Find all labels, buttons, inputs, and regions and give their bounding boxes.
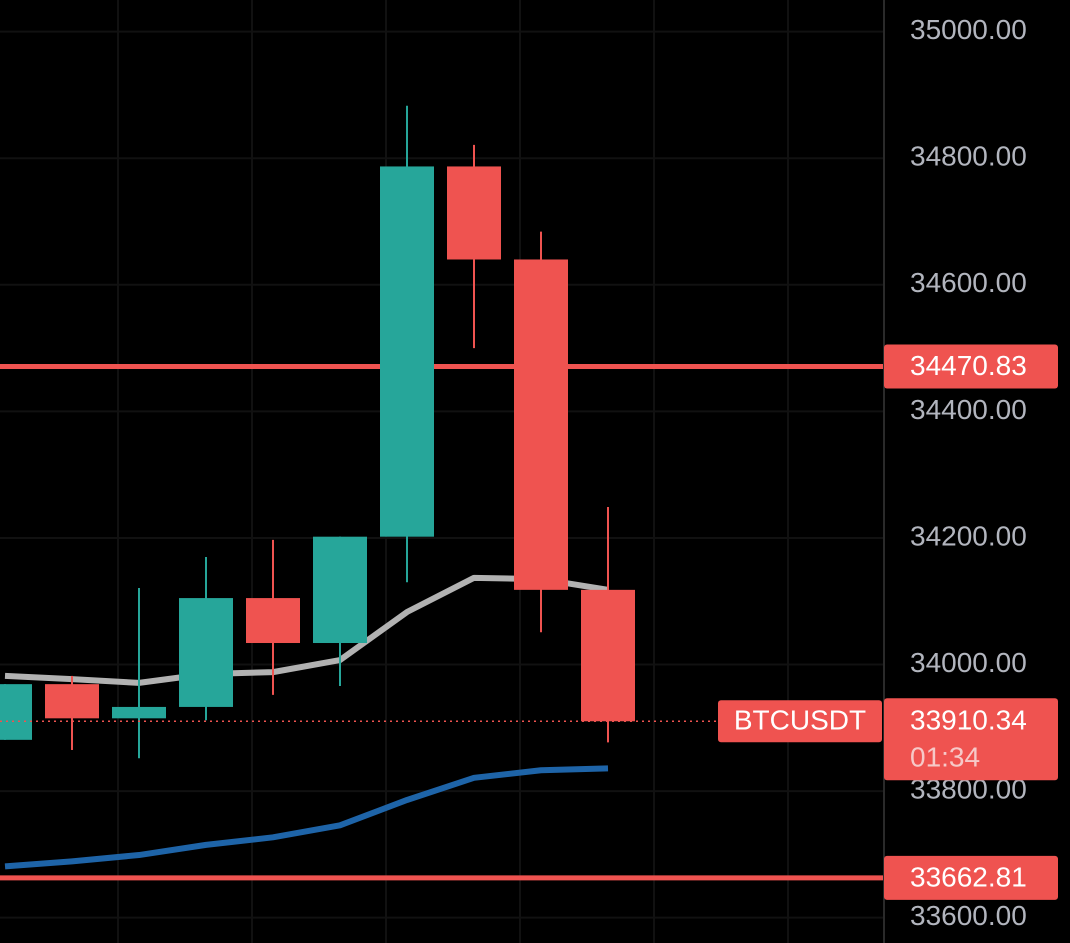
candle-body — [246, 598, 300, 644]
price-label-box — [884, 344, 1058, 389]
countdown-label: 01:34 — [910, 742, 980, 773]
y-tick-label: 34600.00 — [910, 267, 1027, 298]
y-tick-label: 33600.00 — [910, 900, 1027, 931]
symbol-label: BTCUSDT — [734, 705, 866, 736]
y-tick-label: 34000.00 — [910, 647, 1027, 678]
candle-body — [514, 259, 568, 590]
y-tick-label: 34400.00 — [910, 394, 1027, 425]
moving-average-line — [4, 765, 609, 870]
moving-average-line — [4, 574, 609, 686]
current-price-label: 33910.34 — [910, 705, 1027, 736]
candle-body — [45, 684, 99, 719]
candle-body — [313, 536, 367, 644]
y-tick-label: 34800.00 — [910, 141, 1027, 172]
price-label: 33662.81 — [910, 861, 1027, 892]
candle-body — [0, 684, 32, 740]
price-label-box — [884, 855, 1058, 900]
y-tick-label: 34200.00 — [910, 520, 1027, 551]
candle-body — [581, 589, 635, 722]
candle-body — [112, 706, 166, 719]
candle-body — [447, 166, 501, 260]
current-price-box — [884, 698, 1058, 781]
candle-body — [179, 598, 233, 707]
price-label: 34470.83 — [910, 350, 1027, 381]
symbol-box — [718, 700, 882, 743]
candle-body — [380, 166, 434, 537]
y-tick-label: 35000.00 — [910, 14, 1027, 45]
